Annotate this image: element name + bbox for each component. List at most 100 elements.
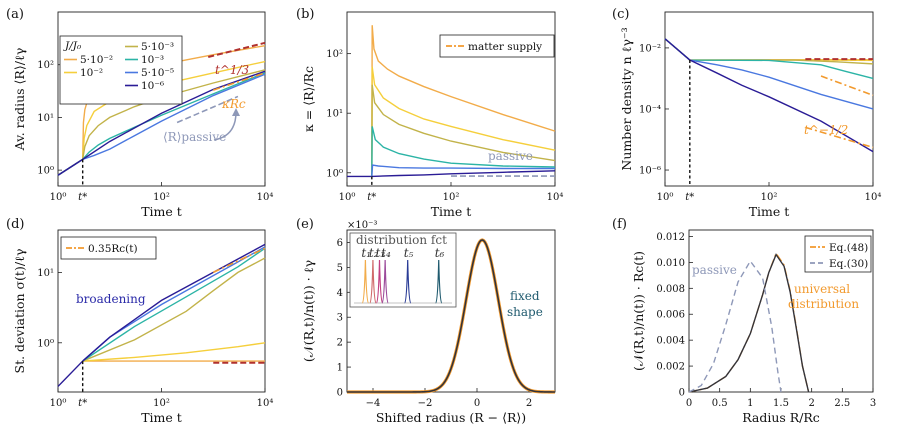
series-line [371,25,556,177]
legend-entry: 5·10⁻² [80,54,113,66]
x-tick-label: 10² [761,192,778,203]
series-line [664,38,873,61]
annotation: t₁ [361,246,371,260]
series-line [688,259,782,393]
y-tick-label: 3 [337,313,343,324]
panel-e: −4 −2 0 2 0 1 2 3 4 5 6 Shifted radius (R − ⟨R⟩) (𝒩(… [296,217,556,425]
series-line [57,72,266,176]
annotation: passive [488,149,533,163]
tstar-label: t* [78,192,87,203]
inset-peak [404,259,412,304]
x-tick-label: 10⁴ [257,192,274,203]
y-tick-label: 0.012 [656,232,685,243]
inset-peak [375,259,384,304]
y-tick-label: 10⁻² [639,43,661,54]
x-tick-label: −4 [366,398,381,409]
y-tick-label: 0.002 [656,362,685,373]
y-tick-label: 0.004 [656,336,685,347]
y-tick-label: 5 [337,263,343,274]
series-line [347,239,555,393]
y-tick-label: 0.006 [656,310,685,321]
x-tick-label: 10⁴ [865,192,882,203]
x-tick-label: 0.5 [712,398,728,409]
panel-label: (f) [612,217,627,232]
reference-line [212,247,266,274]
x-axis-label: Time t [431,204,472,219]
x-axis-label: Time t [749,204,790,219]
y-axis-label: κ = ⟨R⟩/Rc [301,66,316,132]
tstar-label: t* [367,192,376,203]
y-tick-label: 10² [326,49,343,60]
y-axis-label: Number density n ℓγ⁻³ [619,27,634,170]
x-tick-label: 10⁰ [339,192,356,203]
reference-line [212,72,266,91]
annotation: κRc [221,97,246,111]
reference-line [820,75,874,97]
legend-box [60,236,157,260]
annotation: Eq.(30) [829,258,868,270]
y-tick-label: 0.010 [656,258,685,269]
series-line [371,126,556,177]
annotation: shape [507,305,543,319]
annotation: distribution fct [356,233,447,247]
series-line [82,257,266,362]
x-tick-label: 2 [526,398,532,409]
annotation: t₆ [435,246,445,260]
annotation: t^1/3 [215,63,250,77]
x-tick-label: 1 [747,398,753,409]
panel-label: (a) [6,7,24,22]
y-tick-label: 0.008 [656,284,685,295]
y-tick-label: 10¹ [326,109,343,120]
series-line [371,66,556,177]
y-tick-label: 10¹ [37,113,54,124]
y-tick-label: 10⁰ [37,338,54,349]
annotation: 0.35Rc(t) [88,243,138,255]
panel-label: (b) [296,7,314,22]
legend-box [439,34,555,58]
annotation: fixed [510,289,540,303]
x-axis-label: Time t [141,410,182,425]
legend-header: J/J₀ [63,40,82,52]
y-tick-label: 6 [337,238,343,249]
y-tick-label: 0 [679,388,685,399]
tstar-label: t* [78,398,87,409]
legend-entry: 5·10⁻³ [141,41,174,53]
y-tick-label: 1 [337,363,343,374]
x-tick-label: 10⁰ [50,398,67,409]
y-tick-label: 10⁰ [326,168,343,179]
legend-entry: 5·10⁻⁵ [141,67,174,79]
x-tick-label: 10² [153,192,170,203]
reference-line [176,95,239,124]
annotation: t₅ [404,246,414,260]
x-tick-label: 0 [474,398,480,409]
legend-entry: 10⁻³ [141,54,164,66]
x-tick-label: 2.5 [834,398,850,409]
annotation: t₄ [381,246,391,260]
plot-frame [346,229,556,393]
y-tick-label: 4 [337,288,343,299]
y-multiplier: ×10⁻³ [347,220,377,231]
x-tick-label: −2 [418,398,433,409]
x-tick-label: 1.5 [773,398,789,409]
inset-peak [361,259,369,304]
x-tick-label: 0 [686,398,692,409]
panel-label: (c) [612,7,629,22]
legend-box [59,35,183,105]
arrow-head [232,108,240,116]
inset-peak [381,259,389,304]
y-tick-label: 10⁻⁴ [639,104,661,115]
reference-line [207,41,266,58]
x-tick-label: 3 [870,398,876,409]
y-axis-label: St. deviation σ(t)/ℓγ [12,249,27,374]
reference-line [805,126,874,149]
panel-f: 0 0.5 1 1.5 2 2.5 3 0 0.002 0.004 0.006 0.008 0.010 0… [612,217,876,425]
x-tick-label: 10⁰ [50,192,67,203]
annotation: passive [692,263,737,277]
y-tick-label: 10² [37,60,54,71]
series-line [57,69,266,176]
series-line [371,164,555,177]
y-tick-label: 10⁻⁶ [639,166,661,177]
series-line [371,84,556,177]
